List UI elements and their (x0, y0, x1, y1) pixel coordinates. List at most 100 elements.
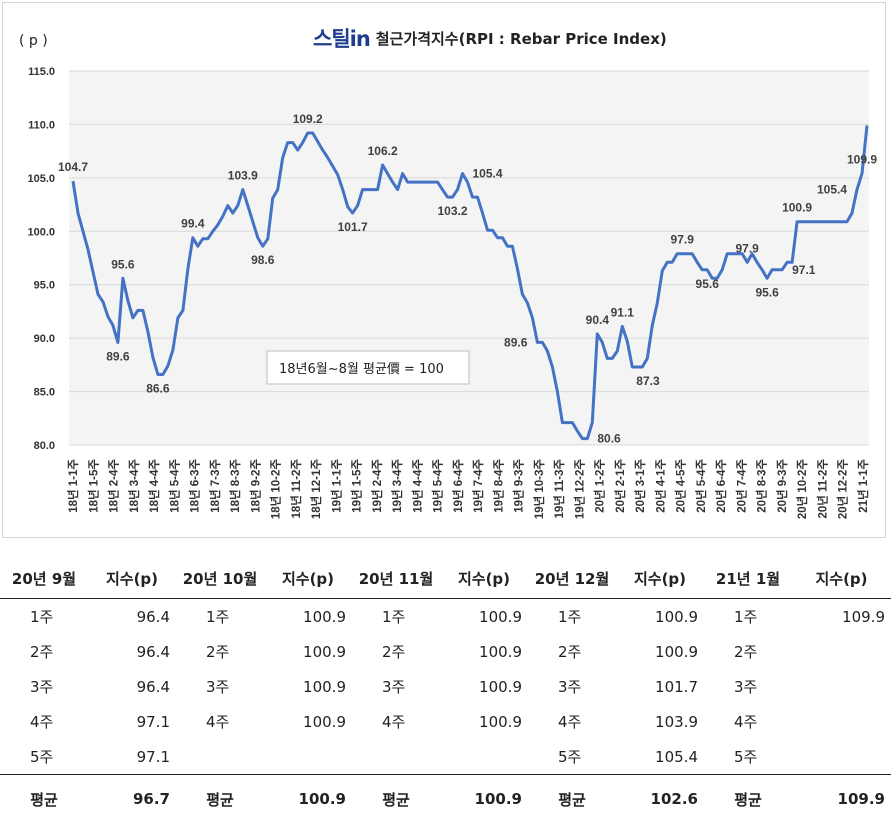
index-value-cell (264, 739, 352, 775)
data-label: 90.4 (586, 313, 610, 327)
average-label: 평균 (0, 775, 88, 823)
data-label: 97.9 (735, 241, 759, 255)
index-value-cell: 97.1 (88, 704, 176, 739)
average-label: 평균 (176, 775, 264, 823)
y-tick-label: 95.0 (34, 280, 55, 292)
brand-logo: 스틸in (313, 23, 370, 53)
x-tick-label: 18년 7-3주 (208, 459, 222, 513)
data-label: 80.6 (597, 432, 621, 446)
week-cell: 2주 (176, 634, 264, 669)
data-label: 97.1 (792, 263, 816, 277)
x-tick-label: 19년 10-3주 (532, 459, 546, 520)
average-label: 평균 (704, 775, 792, 823)
x-tick-label: 18년 9-2주 (248, 459, 262, 513)
week-cell: 3주 (528, 669, 616, 704)
y-tick-label: 115.0 (28, 66, 55, 78)
index-value-cell: 100.9 (440, 704, 528, 739)
x-tick-label: 20년 4-5주 (674, 459, 688, 513)
index-header: 지수(p) (88, 558, 176, 599)
index-value-cell: 100.9 (264, 634, 352, 669)
x-tick-label: 18년 2-4주 (107, 459, 121, 513)
x-tick-label: 19년 12-2주 (572, 459, 586, 520)
y-axis-unit: ( p ) (19, 33, 48, 49)
x-tick-label: 19년 8-4주 (491, 459, 505, 513)
index-value-cell (792, 669, 891, 704)
average-value: 102.6 (616, 775, 704, 823)
x-tick-label: 19년 5-4주 (431, 459, 445, 513)
week-cell: 1주 (0, 599, 88, 635)
x-tick-label: 19년 7-4주 (471, 459, 485, 513)
data-label: 89.6 (106, 349, 130, 363)
x-tick-label: 20년 1-2주 (593, 459, 607, 513)
x-tick-label: 18년 10-2주 (269, 459, 283, 520)
x-tick-label: 18년 4-4주 (147, 459, 161, 513)
index-value-cell (792, 704, 891, 739)
data-label: 101.7 (338, 220, 368, 234)
x-tick-label: 20년 9-3주 (775, 459, 789, 513)
week-cell: 4주 (352, 704, 440, 739)
x-tick-label: 19년 1-5주 (350, 459, 364, 513)
x-tick-label: 20년 2-1주 (613, 459, 627, 513)
y-tick-label: 100.0 (27, 226, 55, 238)
x-tick-label: 20년 7-4주 (734, 459, 748, 513)
data-label: 105.4 (473, 167, 503, 181)
index-header: 지수(p) (616, 558, 704, 599)
average-label: 평균 (352, 775, 440, 823)
month-header: 20년 10월 (176, 558, 264, 599)
index-value-cell (792, 739, 891, 775)
x-tick-label: 18년 8-3주 (228, 459, 242, 513)
data-label: 109.9 (847, 153, 877, 167)
data-label: 105.4 (817, 183, 847, 197)
data-label: 103.2 (438, 204, 468, 218)
data-label: 98.6 (251, 253, 275, 267)
x-tick-label: 20년 6-4주 (714, 459, 728, 513)
note-text: 18년6월~8월 평균價 = 100 (279, 362, 444, 377)
index-value-cell: 100.9 (440, 634, 528, 669)
index-header: 지수(p) (264, 558, 352, 599)
data-label: 87.3 (636, 374, 660, 388)
y-tick-label: 110.0 (28, 119, 55, 131)
data-label: 91.1 (611, 305, 635, 319)
week-cell: 1주 (704, 599, 792, 635)
data-label: 99.4 (181, 217, 205, 231)
data-label: 100.9 (782, 201, 812, 215)
week-cell: 5주 (0, 739, 88, 775)
week-cell: 4주 (704, 704, 792, 739)
month-header: 20년 11월 (352, 558, 440, 599)
data-label: 109.2 (293, 112, 323, 126)
x-tick-label: 18년 1-1주 (66, 459, 80, 513)
index-value-cell: 100.9 (264, 704, 352, 739)
week-cell: 3주 (352, 669, 440, 704)
index-value-cell: 101.7 (616, 669, 704, 704)
week-cell: 4주 (176, 704, 264, 739)
x-tick-label: 18년 3-4주 (127, 459, 141, 513)
y-tick-label: 105.0 (27, 173, 55, 185)
rebar-price-chart: 80.085.090.095.0100.0105.0110.0115.018년 … (3, 3, 887, 539)
index-value-cell: 97.1 (88, 739, 176, 775)
index-value-cell: 100.9 (264, 669, 352, 704)
average-value: 100.9 (264, 775, 352, 823)
data-label: 104.7 (58, 160, 88, 174)
chart-title: 스틸in 철근가격지수(RPI : Rebar Price Index) (313, 23, 667, 53)
week-cell: 1주 (528, 599, 616, 635)
index-value-cell: 100.9 (616, 634, 704, 669)
week-cell: 1주 (352, 599, 440, 635)
index-value-cell (440, 739, 528, 775)
index-header: 지수(p) (792, 558, 891, 599)
week-cell: 2주 (528, 634, 616, 669)
index-value-cell: 100.9 (440, 669, 528, 704)
index-value-cell: 96.4 (88, 669, 176, 704)
week-cell: 3주 (704, 669, 792, 704)
data-label: 89.6 (504, 335, 528, 349)
week-cell: 1주 (176, 599, 264, 635)
average-value: 100.9 (440, 775, 528, 823)
index-value-cell: 100.9 (264, 599, 352, 635)
x-tick-label: 20년 5-4주 (694, 459, 708, 513)
